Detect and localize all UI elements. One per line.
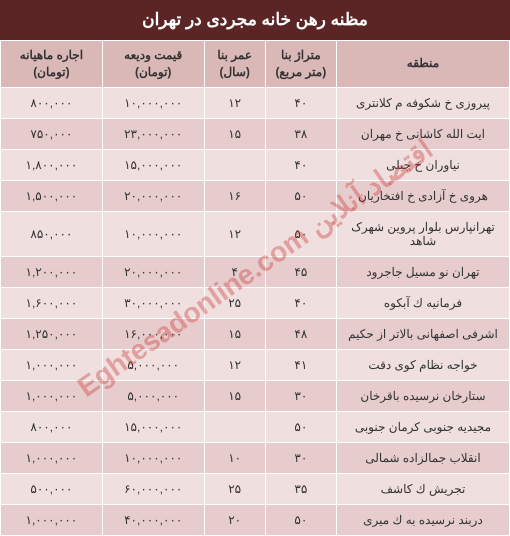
- cell-deposit: ۴۰,۰۰۰,۰۰۰: [102, 504, 204, 535]
- cell-deposit: ۲۰,۰۰۰,۰۰۰: [102, 256, 204, 287]
- table-row: دربند نرسیده به ك میری۵۰۲۰۴۰,۰۰۰,۰۰۰۱,۰۰…: [1, 504, 510, 535]
- cell-rent: ۱,۰۰۰,۰۰۰: [1, 349, 103, 380]
- price-table: منطقه متراژ بنا(متر مربع) عمر بنا(سال) ق…: [0, 40, 510, 536]
- table-row: تهرانپارس بلوار پروین شهرک شاهد۵۰۱۲۱۰,۰۰…: [1, 211, 510, 256]
- cell-age: ۱۰: [204, 442, 265, 473]
- cell-age: ۱۵: [204, 318, 265, 349]
- cell-area: ۳۰: [265, 442, 336, 473]
- cell-age: ۱۲: [204, 349, 265, 380]
- cell-deposit: ۱۰,۰۰۰,۰۰۰: [102, 211, 204, 256]
- cell-deposit: ۱۵,۰۰۰,۰۰۰: [102, 149, 204, 180]
- cell-age: ۱۵: [204, 380, 265, 411]
- cell-region: پیروزی خ شکوفه م کلانتری: [336, 87, 509, 118]
- table-row: خواجه نظام کوی دقت۴۱۱۲۵,۰۰۰,۰۰۰۱,۰۰۰,۰۰۰: [1, 349, 510, 380]
- table-body: پیروزی خ شکوفه م کلانتری۴۰۱۲۱۰,۰۰۰,۰۰۰۸۰…: [1, 87, 510, 535]
- cell-area: ۴۰: [265, 287, 336, 318]
- cell-age: ۱۵: [204, 118, 265, 149]
- cell-rent: ۸۰۰,۰۰۰: [1, 87, 103, 118]
- cell-deposit: ۳۰,۰۰۰,۰۰۰: [102, 287, 204, 318]
- cell-region: ستارخان نرسیده باقرخان: [336, 380, 509, 411]
- cell-deposit: ۱۰,۰۰۰,۰۰۰: [102, 442, 204, 473]
- cell-deposit: ۱۰,۰۰۰,۰۰۰: [102, 87, 204, 118]
- cell-rent: ۱,۵۰۰,۰۰۰: [1, 180, 103, 211]
- cell-area: ۴۰: [265, 87, 336, 118]
- cell-area: ۵۰: [265, 411, 336, 442]
- cell-area: ۵۰: [265, 504, 336, 535]
- cell-rent: ۱,۸۰۰,۰۰۰: [1, 149, 103, 180]
- cell-region: مجیدیه جنوبی کرمان جنوبی: [336, 411, 509, 442]
- cell-area: ۳۵: [265, 473, 336, 504]
- table-container: مظنه رهن خانه مجردی در تهران منطقه متراژ…: [0, 0, 510, 536]
- cell-rent: ۱,۶۰۰,۰۰۰: [1, 287, 103, 318]
- cell-area: ۳۰: [265, 380, 336, 411]
- cell-deposit: ۵,۰۰۰,۰۰۰: [102, 380, 204, 411]
- cell-region: نیاوران خ جبلی: [336, 149, 509, 180]
- cell-area: ۵۰: [265, 180, 336, 211]
- table-row: ایت الله کاشانی خ مهران۳۸۱۵۲۳,۰۰۰,۰۰۰۷۵۰…: [1, 118, 510, 149]
- cell-deposit: ۱۶,۰۰۰,۰۰۰: [102, 318, 204, 349]
- table-row: فرمانیه ك آبکوه۴۰۲۵۳۰,۰۰۰,۰۰۰۱,۶۰۰,۰۰۰: [1, 287, 510, 318]
- table-row: پیروزی خ شکوفه م کلانتری۴۰۱۲۱۰,۰۰۰,۰۰۰۸۰…: [1, 87, 510, 118]
- cell-age: [204, 149, 265, 180]
- cell-deposit: ۶۰,۰۰۰,۰۰۰: [102, 473, 204, 504]
- cell-region: ایت الله کاشانی خ مهران: [336, 118, 509, 149]
- cell-age: ۴: [204, 256, 265, 287]
- cell-rent: ۵۰۰,۰۰۰: [1, 473, 103, 504]
- col-header-area: متراژ بنا(متر مربع): [265, 41, 336, 88]
- cell-rent: ۱,۲۵۰,۰۰۰: [1, 318, 103, 349]
- cell-region: تهرانپارس بلوار پروین شهرک شاهد: [336, 211, 509, 256]
- cell-region: تهران نو مسیل جاجرود: [336, 256, 509, 287]
- cell-region: اشرفی اصفهانی بالاتر از حکیم: [336, 318, 509, 349]
- table-row: اشرفی اصفهانی بالاتر از حکیم۴۸۱۵۱۶,۰۰۰,۰…: [1, 318, 510, 349]
- cell-area: ۴۱: [265, 349, 336, 380]
- table-header-row: منطقه متراژ بنا(متر مربع) عمر بنا(سال) ق…: [1, 41, 510, 88]
- cell-age: ۱۲: [204, 87, 265, 118]
- cell-age: ۲۰: [204, 504, 265, 535]
- cell-area: ۵۰: [265, 211, 336, 256]
- cell-rent: ۱,۰۰۰,۰۰۰: [1, 380, 103, 411]
- cell-region: تجریش ك کاشف: [336, 473, 509, 504]
- cell-age: ۲۵: [204, 287, 265, 318]
- page-title: مظنه رهن خانه مجردی در تهران: [0, 0, 510, 40]
- cell-region: انقلاب جمالزاده شمالی: [336, 442, 509, 473]
- cell-area: ۴۸: [265, 318, 336, 349]
- table-row: هروی خ آزادی خ افتخاریان۵۰۱۶۲۰,۰۰۰,۰۰۰۱,…: [1, 180, 510, 211]
- col-header-age: عمر بنا(سال): [204, 41, 265, 88]
- table-row: تجریش ك کاشف۳۵۲۵۶۰,۰۰۰,۰۰۰۵۰۰,۰۰۰: [1, 473, 510, 504]
- cell-rent: ۱,۰۰۰,۰۰۰: [1, 504, 103, 535]
- cell-region: دربند نرسیده به ك میری: [336, 504, 509, 535]
- cell-area: ۴۰: [265, 149, 336, 180]
- cell-deposit: ۵,۰۰۰,۰۰۰: [102, 349, 204, 380]
- table-row: انقلاب جمالزاده شمالی۳۰۱۰۱۰,۰۰۰,۰۰۰۱,۰۰۰…: [1, 442, 510, 473]
- col-header-region: منطقه: [336, 41, 509, 88]
- cell-age: [204, 411, 265, 442]
- cell-deposit: ۲۰,۰۰۰,۰۰۰: [102, 180, 204, 211]
- col-header-rent: اجاره ماهیانه(تومان): [1, 41, 103, 88]
- cell-age: ۱۲: [204, 211, 265, 256]
- col-header-deposit: قیمت ودیعه(تومان): [102, 41, 204, 88]
- cell-region: فرمانیه ك آبکوه: [336, 287, 509, 318]
- cell-rent: ۱,۰۰۰,۰۰۰: [1, 442, 103, 473]
- cell-area: ۳۸: [265, 118, 336, 149]
- table-row: نیاوران خ جبلی۴۰ ۱۵,۰۰۰,۰۰۰۱,۸۰۰,۰۰۰: [1, 149, 510, 180]
- cell-rent: ۷۵۰,۰۰۰: [1, 118, 103, 149]
- cell-rent: ۸۰۰,۰۰۰: [1, 411, 103, 442]
- cell-region: خواجه نظام کوی دقت: [336, 349, 509, 380]
- cell-rent: ۱,۲۰۰,۰۰۰: [1, 256, 103, 287]
- cell-area: ۴۵: [265, 256, 336, 287]
- table-row: تهران نو مسیل جاجرود۴۵۴۲۰,۰۰۰,۰۰۰۱,۲۰۰,۰…: [1, 256, 510, 287]
- table-row: ستارخان نرسیده باقرخان۳۰۱۵۵,۰۰۰,۰۰۰۱,۰۰۰…: [1, 380, 510, 411]
- cell-deposit: ۱۵,۰۰۰,۰۰۰: [102, 411, 204, 442]
- cell-age: ۲۵: [204, 473, 265, 504]
- cell-deposit: ۲۳,۰۰۰,۰۰۰: [102, 118, 204, 149]
- cell-region: هروی خ آزادی خ افتخاریان: [336, 180, 509, 211]
- table-row: مجیدیه جنوبی کرمان جنوبی۵۰ ۱۵,۰۰۰,۰۰۰۸۰۰,…: [1, 411, 510, 442]
- cell-age: ۱۶: [204, 180, 265, 211]
- cell-rent: ۸۵۰,۰۰۰: [1, 211, 103, 256]
